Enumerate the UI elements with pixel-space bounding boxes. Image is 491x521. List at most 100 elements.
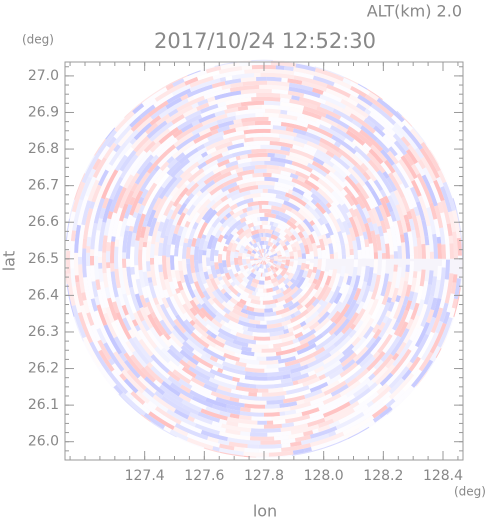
- field-cell: [260, 68, 295, 76]
- field-cell: [387, 216, 394, 228]
- field-cell: [321, 286, 332, 302]
- field-cell: [90, 265, 96, 282]
- field-cell: [113, 144, 121, 153]
- field-cell: [244, 157, 252, 163]
- field-cell: [252, 264, 256, 268]
- field-cell: [366, 152, 386, 174]
- field-cell: [197, 98, 209, 107]
- field-cell: [294, 221, 300, 227]
- field-cell: [142, 271, 150, 287]
- field-cell: [160, 218, 170, 239]
- field-cell: [321, 271, 329, 284]
- field-cell: [236, 227, 245, 236]
- field-cell: [277, 282, 286, 289]
- field-cell: [206, 265, 211, 270]
- field-cell: [206, 199, 216, 210]
- field-cell: [222, 130, 245, 140]
- field-cell: [251, 291, 257, 296]
- field-cell: [149, 168, 163, 185]
- field-cell: [404, 271, 410, 282]
- field-cell: [198, 192, 212, 206]
- field-cell: [288, 82, 314, 92]
- field-cell: [114, 319, 121, 326]
- field-cell: [376, 97, 405, 123]
- field-cell: [113, 336, 127, 355]
- field-cell: [280, 93, 292, 100]
- field-cell: [199, 335, 217, 348]
- field-cell: [371, 385, 392, 404]
- field-cell: [186, 360, 197, 369]
- field-cell: [223, 127, 237, 135]
- field-cell: [307, 162, 328, 177]
- field-cell: [357, 191, 372, 212]
- field-cell: [314, 333, 337, 351]
- field-cell: [279, 263, 286, 270]
- field-cell: [336, 123, 349, 134]
- field-cell: [311, 242, 318, 257]
- field-cell: [277, 260, 282, 263]
- field-cell: [308, 262, 314, 270]
- field-cell: [238, 237, 246, 246]
- field-cell: [161, 315, 175, 332]
- field-cell: [215, 176, 230, 187]
- field-cell: [301, 327, 312, 336]
- field-cell: [212, 164, 227, 175]
- field-cell: [265, 228, 274, 234]
- field-cell: [186, 437, 214, 450]
- field-cell: [294, 434, 311, 443]
- field-cell: [269, 267, 272, 271]
- field-cell: [355, 281, 368, 305]
- field-cell: [221, 181, 238, 193]
- field-cell: [261, 248, 264, 253]
- field-cell: [295, 170, 310, 181]
- field-cell: [228, 291, 241, 303]
- field-cell: [190, 166, 200, 176]
- field-cell: [280, 109, 288, 115]
- field-cell: [295, 347, 317, 360]
- radar-field: [65, 59, 463, 458]
- field-cell: [150, 311, 157, 319]
- field-cell: [278, 211, 292, 221]
- field-cell: [101, 169, 119, 200]
- field-cell: [172, 426, 189, 437]
- field-cell: [174, 270, 181, 282]
- field-cell: [319, 94, 347, 110]
- field-cell: [314, 256, 319, 259]
- field-cell: [328, 205, 340, 220]
- field-cell: [420, 156, 437, 182]
- field-cell: [239, 264, 246, 273]
- field-cell: [295, 243, 301, 251]
- field-cell: [226, 102, 242, 110]
- x-tick-label: 128.0: [304, 468, 344, 484]
- field-cell: [324, 363, 344, 378]
- field-cell: [283, 324, 289, 330]
- field-cell: [382, 171, 390, 179]
- field-cell: [410, 302, 420, 321]
- field-cell: [168, 337, 183, 353]
- y-tick-label: 26.9: [28, 104, 59, 120]
- field-cell: [363, 391, 379, 405]
- field-cell: [295, 401, 325, 414]
- field-cell: [105, 306, 115, 323]
- field-cell: [186, 238, 193, 248]
- field-cell: [311, 298, 320, 308]
- field-cell: [243, 287, 253, 295]
- field-cell: [324, 275, 332, 286]
- field-cell: [318, 258, 323, 259]
- field-cell: [208, 96, 233, 107]
- field-cell: [294, 240, 299, 246]
- field-cell: [264, 240, 269, 246]
- field-cell: [175, 172, 193, 189]
- field-cell: [78, 264, 86, 293]
- field-cell: [388, 146, 398, 157]
- field-cell: [229, 413, 240, 419]
- field-cell: [257, 288, 264, 293]
- field-cell: [103, 324, 123, 355]
- field-cell: [141, 390, 169, 413]
- field-cell: [192, 349, 203, 359]
- field-cell: [256, 241, 261, 247]
- field-cell: [178, 378, 193, 390]
- field-cell: [318, 374, 327, 381]
- field-cell: [328, 315, 347, 336]
- field-cell: [337, 230, 345, 246]
